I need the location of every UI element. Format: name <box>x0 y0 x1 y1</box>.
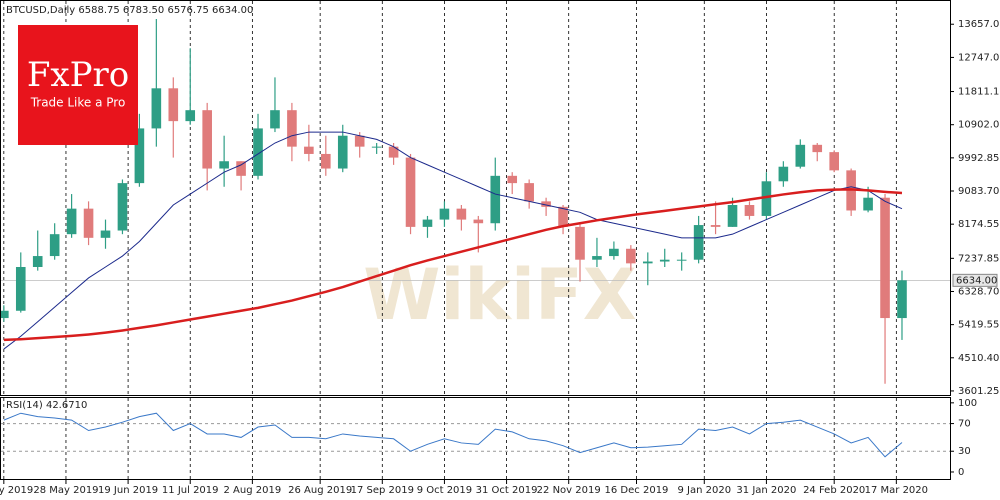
candle-body <box>490 175 501 224</box>
y-tick-label: 100 <box>958 398 977 409</box>
x-tick-label: 26 Aug 2019 <box>288 485 352 496</box>
y-tick-label: 10902.00 <box>958 120 1000 131</box>
y-tick-label: 70 <box>958 419 971 430</box>
candle-body <box>253 128 263 176</box>
candle-body <box>354 135 365 147</box>
x-tick-label: 2 Aug 2019 <box>224 485 282 496</box>
x-tick-label: 22 Nov 2019 <box>537 485 601 496</box>
y-tick-label: 6328.70 <box>958 286 999 297</box>
x-tick-label: 16 Dec 2019 <box>605 485 669 496</box>
candle-body <box>371 146 382 148</box>
moving-average <box>3 188 903 342</box>
x-tick-label: 17 Sep 2019 <box>351 485 414 496</box>
candle-body <box>151 88 162 129</box>
candle-body <box>659 259 670 262</box>
candle-body <box>676 259 687 261</box>
y-tick-label: 7237.85 <box>958 253 999 264</box>
candle-body <box>422 219 433 227</box>
candle-body <box>32 256 43 267</box>
rsi-frame <box>0 397 951 480</box>
candle-body <box>337 135 348 169</box>
x-tick-label: 17 Mar 2020 <box>865 485 928 496</box>
candle-body <box>761 181 772 216</box>
candle-body <box>388 146 399 158</box>
last-price-label: 6634.00 <box>956 275 997 286</box>
candle-body <box>219 161 229 169</box>
chart-title: BTCUSD,Daily 6588.75 6783.50 6576.75 663… <box>6 5 253 16</box>
candle-body <box>321 153 331 169</box>
candle-body <box>626 248 636 264</box>
candle-body <box>575 226 585 260</box>
candle-body <box>15 266 26 311</box>
candle-body <box>473 219 484 224</box>
candle-body <box>795 144 806 167</box>
x-tick-label: 11 Jul 2019 <box>162 485 219 496</box>
moving-average <box>3 131 903 350</box>
candle-body <box>693 225 704 260</box>
candle-body <box>287 110 297 147</box>
candle-body <box>168 88 179 122</box>
price-frame <box>0 0 951 396</box>
watermark: WikiFX <box>363 254 637 336</box>
candle-body <box>456 208 467 220</box>
y-tick-label: 3601.25 <box>958 386 999 397</box>
candle-body <box>185 110 196 122</box>
candle-body <box>524 183 534 202</box>
candle-body <box>829 152 840 171</box>
x-tick-label: 19 Jun 2019 <box>98 485 158 496</box>
rsi-title: RSI(14) 42.6710 <box>6 400 87 411</box>
candle-body <box>100 230 111 238</box>
candle-body <box>863 197 873 211</box>
logo: FxPro <box>27 55 129 95</box>
x-tick-label: 31 Jan 2020 <box>736 485 796 496</box>
candle-body <box>880 197 890 319</box>
candle-body <box>812 144 823 153</box>
candle-body <box>439 208 450 220</box>
candle-body <box>642 261 653 264</box>
x-tick-label: 28 May 2019 <box>33 485 98 496</box>
candle-body <box>727 205 738 227</box>
candle-body <box>710 225 721 227</box>
y-tick-label: 30 <box>958 446 971 457</box>
x-tick-label: 6 May 2019 <box>0 485 33 496</box>
candle-body <box>202 110 212 169</box>
y-tick-label: 8174.55 <box>958 219 999 230</box>
y-tick-label: 9083.70 <box>958 186 999 197</box>
y-tick-label: 5419.55 <box>958 320 999 331</box>
candle-body <box>558 206 568 227</box>
y-tick-label: 4510.40 <box>958 353 999 364</box>
candle-body <box>236 161 246 176</box>
candle-body <box>778 166 789 182</box>
x-tick-label: 31 Oct 2019 <box>476 485 538 496</box>
candle-body <box>744 205 755 216</box>
candle-body <box>304 146 314 154</box>
candle-body <box>592 256 602 260</box>
y-tick-label: 9992.85 <box>958 153 999 164</box>
candle-body <box>0 310 9 319</box>
logo-tagline: Trade Like a Pro <box>30 96 126 110</box>
candle-body <box>49 234 60 257</box>
x-tick-label: 24 Feb 2020 <box>803 485 865 496</box>
x-tick-label: 9 Oct 2019 <box>417 485 472 496</box>
rsi-line <box>3 412 903 458</box>
y-tick-label: 13657.00 <box>958 19 1000 30</box>
candle-body <box>897 280 907 319</box>
y-tick-label: 11811.15 <box>958 87 1000 98</box>
candle-body <box>83 208 94 238</box>
logo-box <box>18 25 138 145</box>
candle-body <box>541 201 551 207</box>
y-tick-label: 0 <box>958 467 964 478</box>
x-tick-label: 9 Jan 2020 <box>677 485 731 496</box>
candle-body <box>507 175 518 184</box>
candle-body <box>609 248 619 257</box>
last-price-box <box>952 273 998 287</box>
candle-body <box>117 183 128 231</box>
candle-body <box>66 208 77 235</box>
y-tick-label: 12747.05 <box>958 52 1000 63</box>
candle-body <box>405 157 416 227</box>
candle-body <box>134 128 145 184</box>
candle-body <box>270 110 280 129</box>
